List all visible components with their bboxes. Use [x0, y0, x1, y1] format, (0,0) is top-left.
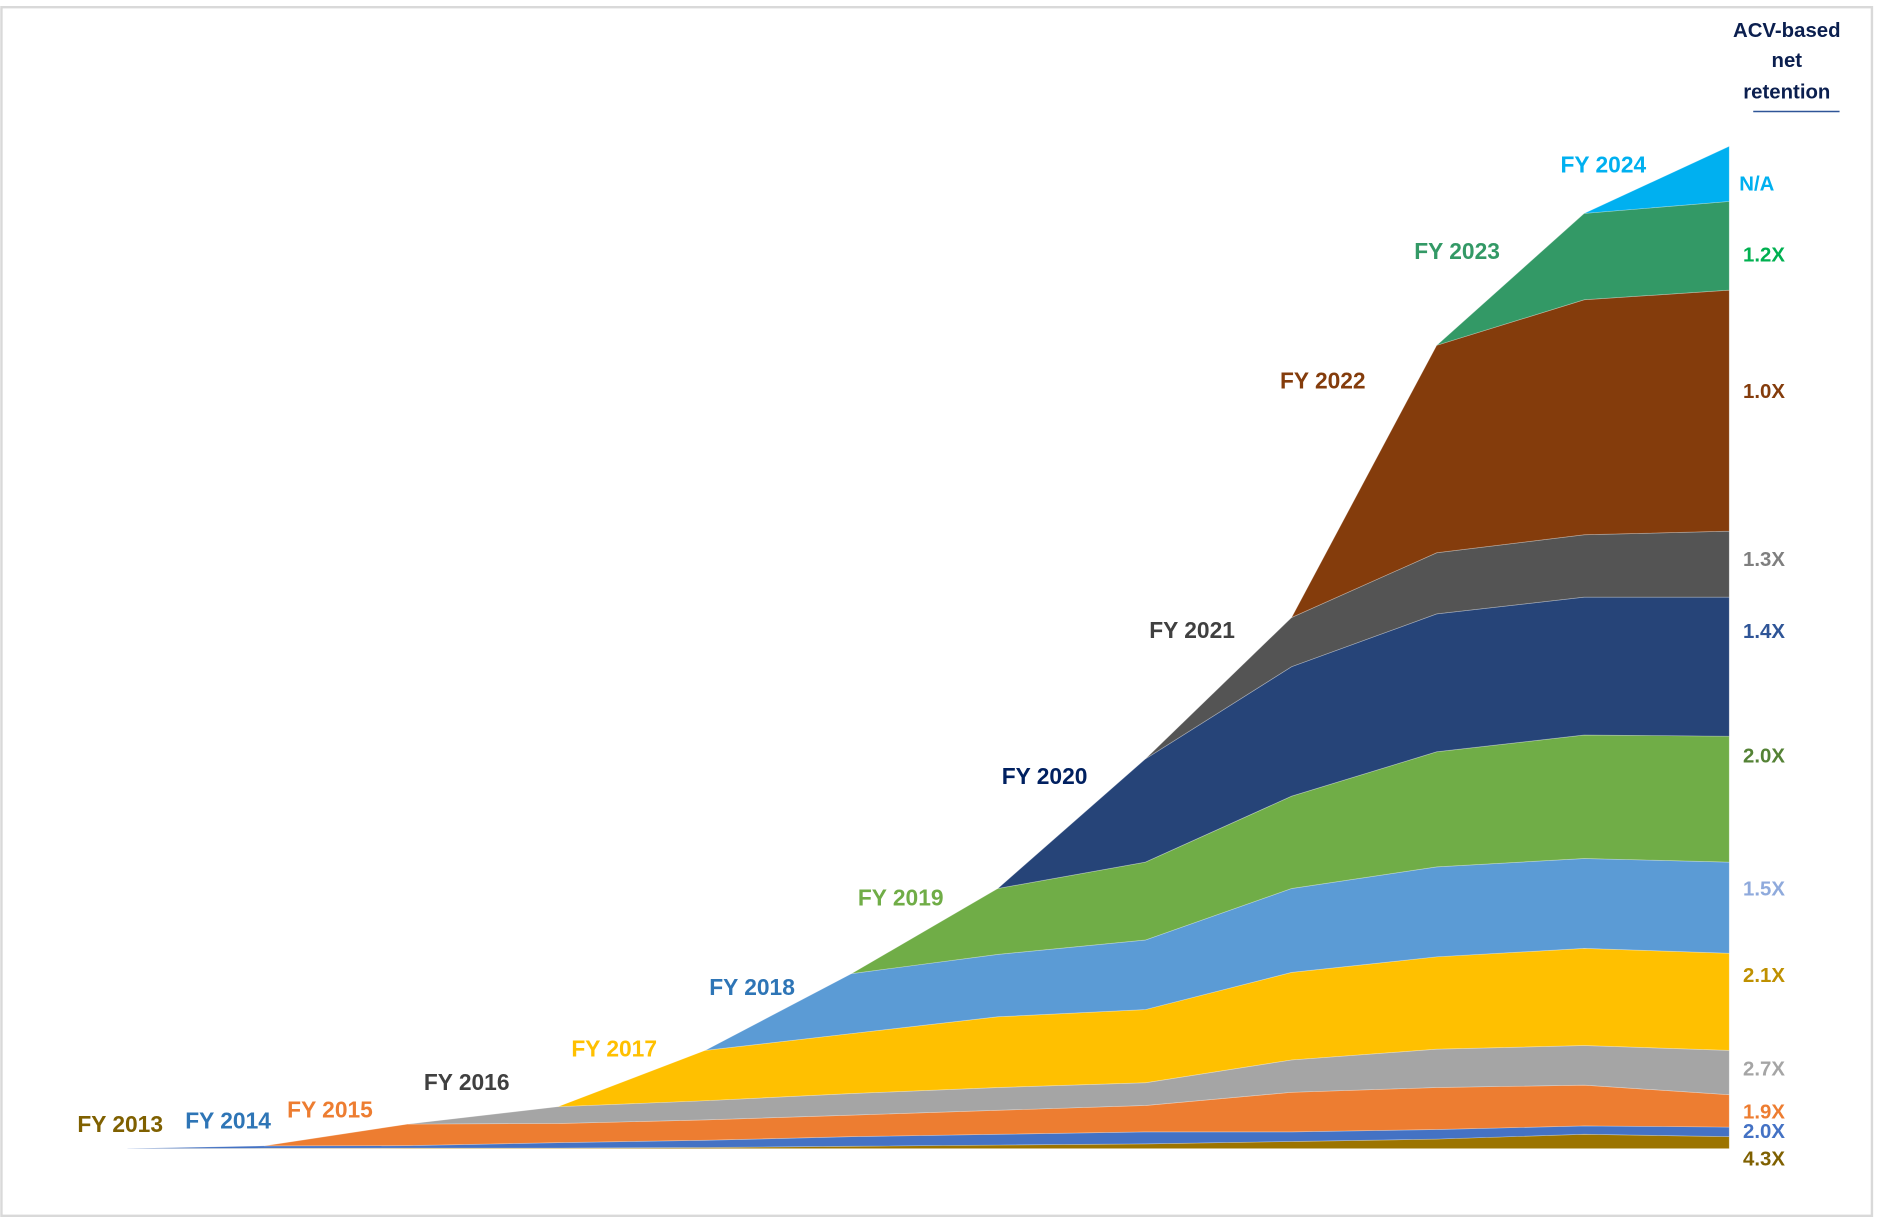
retention-header: ACV-based net retention	[1733, 20, 1841, 113]
retention-label: 2.1X	[1743, 965, 1785, 987]
area-fy-2016	[407, 1045, 1730, 1125]
cohort-label: FY 2021	[1149, 617, 1235, 643]
retention-label: 1.2X	[1743, 244, 1785, 266]
retention-label: 2.0X	[1743, 1121, 1785, 1143]
area-fy-2023	[1436, 201, 1730, 346]
retention-label: 1.3X	[1743, 549, 1785, 571]
retention-header-line-1: ACV-based	[1733, 20, 1841, 42]
cohort-label: FY 2013	[77, 1111, 163, 1137]
retention-label: 2.0X	[1743, 746, 1785, 768]
cohort-label: FY 2024	[1561, 152, 1647, 178]
retention-label: N/A	[1739, 174, 1774, 196]
retention-label: 1.0X	[1743, 381, 1785, 403]
cohort-label: FY 2022	[1280, 367, 1366, 393]
retention-label: 4.3X	[1743, 1148, 1785, 1170]
cohort-label: FY 2016	[424, 1069, 510, 1095]
cohort-label: FY 2019	[858, 884, 944, 910]
cohort-label: FY 2017	[571, 1035, 657, 1061]
retention-labels: 4.3X2.0X1.9X2.7X2.1X1.5X2.0X1.4X1.3X1.0X…	[1739, 174, 1785, 1171]
retention-header-line-3: retention	[1743, 81, 1830, 103]
cohort-label: FY 2023	[1414, 238, 1500, 264]
retention-label: 1.4X	[1743, 621, 1785, 643]
area-fy-2024	[1584, 145, 1730, 214]
area-layers	[120, 145, 1730, 1150]
cohort-label: FY 2015	[287, 1096, 373, 1122]
retention-header-line-2: net	[1772, 50, 1803, 72]
retention-label: 2.7X	[1743, 1059, 1785, 1081]
cohort-label: FY 2014	[185, 1107, 271, 1133]
cohort-label: FY 2020	[1002, 763, 1088, 789]
retention-label: 1.9X	[1743, 1102, 1785, 1124]
cohort-labels: FY 2013 FY 2014 FY 2015 FY 2016 FY 2017 FY 20…	[77, 152, 1646, 1137]
cohort-label: FY 2018	[709, 974, 795, 1000]
retention-label: 1.5X	[1743, 879, 1785, 901]
